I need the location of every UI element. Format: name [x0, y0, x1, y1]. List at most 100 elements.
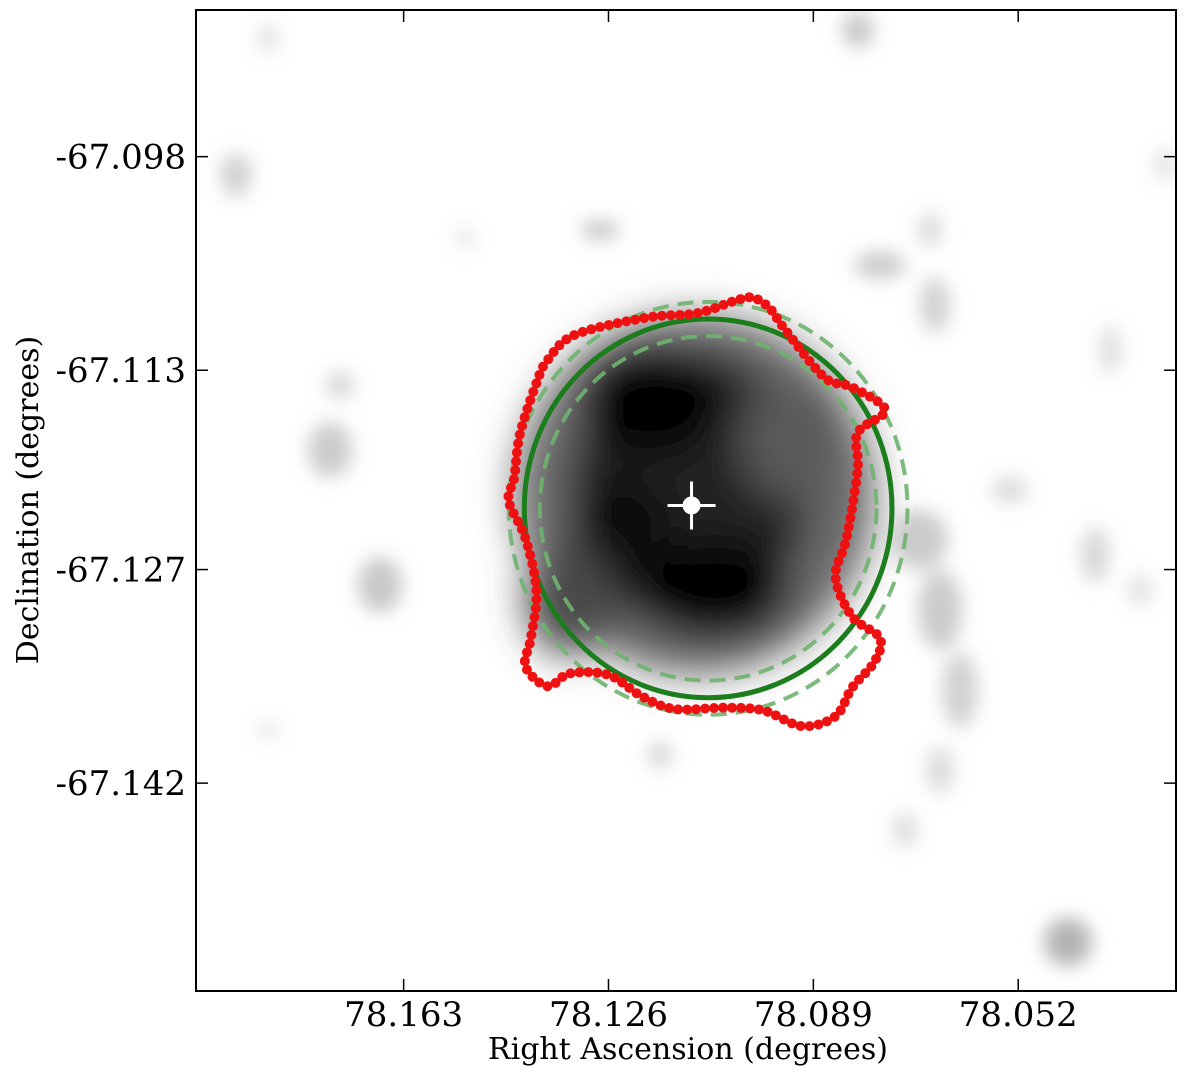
edge-point	[844, 606, 855, 617]
y-tick-label: -67.113	[56, 351, 186, 391]
edge-point	[543, 354, 554, 365]
edge-point	[726, 296, 737, 307]
edge-point	[813, 719, 824, 730]
edge-point	[519, 412, 530, 423]
edge-point	[833, 556, 844, 567]
edge-point	[525, 395, 536, 406]
edge-point	[832, 582, 843, 593]
edge-point	[851, 432, 862, 443]
fitted-ellipse	[521, 316, 895, 701]
edge-point	[511, 456, 522, 467]
edge-point	[843, 689, 854, 700]
remnant-knot	[580, 345, 720, 455]
edge-point	[583, 667, 594, 678]
edge-point	[630, 314, 641, 325]
center-marker	[667, 481, 716, 530]
edge-point	[542, 681, 553, 692]
edge-point	[718, 299, 729, 310]
remnant-knot	[640, 540, 790, 640]
diffuse-blob	[854, 251, 906, 279]
diffuse-blob	[918, 212, 942, 248]
edge-point	[520, 532, 531, 543]
edge-point	[770, 710, 781, 721]
x-tick-label: 78.052	[959, 995, 1078, 1035]
edge-point	[821, 716, 832, 727]
edge-point	[840, 379, 851, 390]
edge-point	[561, 334, 572, 345]
edge-point	[521, 647, 532, 658]
edge-point	[854, 424, 865, 435]
x-tick-label: 78.163	[344, 995, 463, 1035]
edge-point	[550, 677, 561, 688]
edge-point	[504, 500, 515, 511]
edge-point	[804, 721, 815, 732]
edge-point	[574, 667, 585, 678]
edge-point	[854, 674, 865, 685]
edge-point	[852, 459, 863, 470]
edge-point	[529, 567, 540, 578]
edge-point	[835, 705, 846, 716]
edge-point	[534, 677, 545, 688]
edge-point	[565, 668, 576, 679]
edge-point	[522, 403, 533, 414]
edge-point	[526, 629, 537, 640]
diffuse-blob	[926, 746, 954, 794]
edge-point	[692, 308, 703, 319]
edge-point	[609, 672, 620, 683]
edge-point	[829, 711, 840, 722]
edge-point	[522, 541, 533, 552]
edge-point	[872, 396, 883, 407]
edge-point	[639, 313, 650, 324]
edge-point	[816, 369, 827, 380]
edge-point	[839, 539, 850, 550]
edge-point	[843, 521, 854, 532]
edge-point	[528, 621, 539, 632]
edge-point	[508, 474, 519, 485]
edge-point	[612, 318, 623, 329]
edge-point	[871, 629, 882, 640]
edge-point	[744, 292, 755, 303]
edge-point	[766, 305, 777, 316]
remnant-fringe	[740, 380, 840, 500]
diffuse-blob	[308, 422, 352, 478]
edge-point	[534, 369, 545, 380]
edge-point	[831, 378, 842, 389]
ellipse-bound-dashed	[537, 334, 879, 683]
edge-point	[664, 703, 675, 714]
edge-point	[771, 313, 782, 324]
edge-point	[760, 299, 771, 310]
intensity-image	[220, 12, 1175, 966]
edge-point	[762, 706, 773, 717]
edge-point	[519, 656, 530, 667]
edge-point	[683, 309, 694, 320]
edge-point	[674, 309, 685, 320]
edge-point	[849, 486, 860, 497]
edge-point	[525, 549, 536, 560]
x-axis: 78.163 78.126 78.089 78.052	[344, 10, 1078, 1035]
edge-point	[554, 340, 565, 351]
edge-point	[845, 513, 856, 524]
y-tick-label: -67.098	[56, 138, 186, 178]
edge-point	[538, 361, 549, 372]
edge-point	[851, 441, 862, 452]
edge-point	[594, 322, 605, 333]
edge-point	[852, 468, 863, 479]
edge-point	[846, 504, 857, 515]
diffuse-blob	[258, 722, 278, 738]
edge-point	[577, 326, 588, 337]
diffuse-blob	[326, 371, 354, 399]
edge-point	[709, 702, 720, 713]
edge-point	[601, 669, 612, 680]
edge-point	[655, 700, 666, 711]
edge-point	[524, 638, 535, 649]
diffuse-blob	[648, 741, 672, 769]
edge-point	[753, 704, 764, 715]
edge-point	[848, 681, 859, 692]
edge-point	[851, 477, 862, 488]
diffuse-blob	[1155, 149, 1175, 181]
edge-point	[511, 447, 522, 458]
edge-point	[727, 702, 738, 713]
edge-point	[503, 491, 514, 502]
edge-point	[810, 362, 821, 373]
edge-point	[529, 612, 540, 623]
